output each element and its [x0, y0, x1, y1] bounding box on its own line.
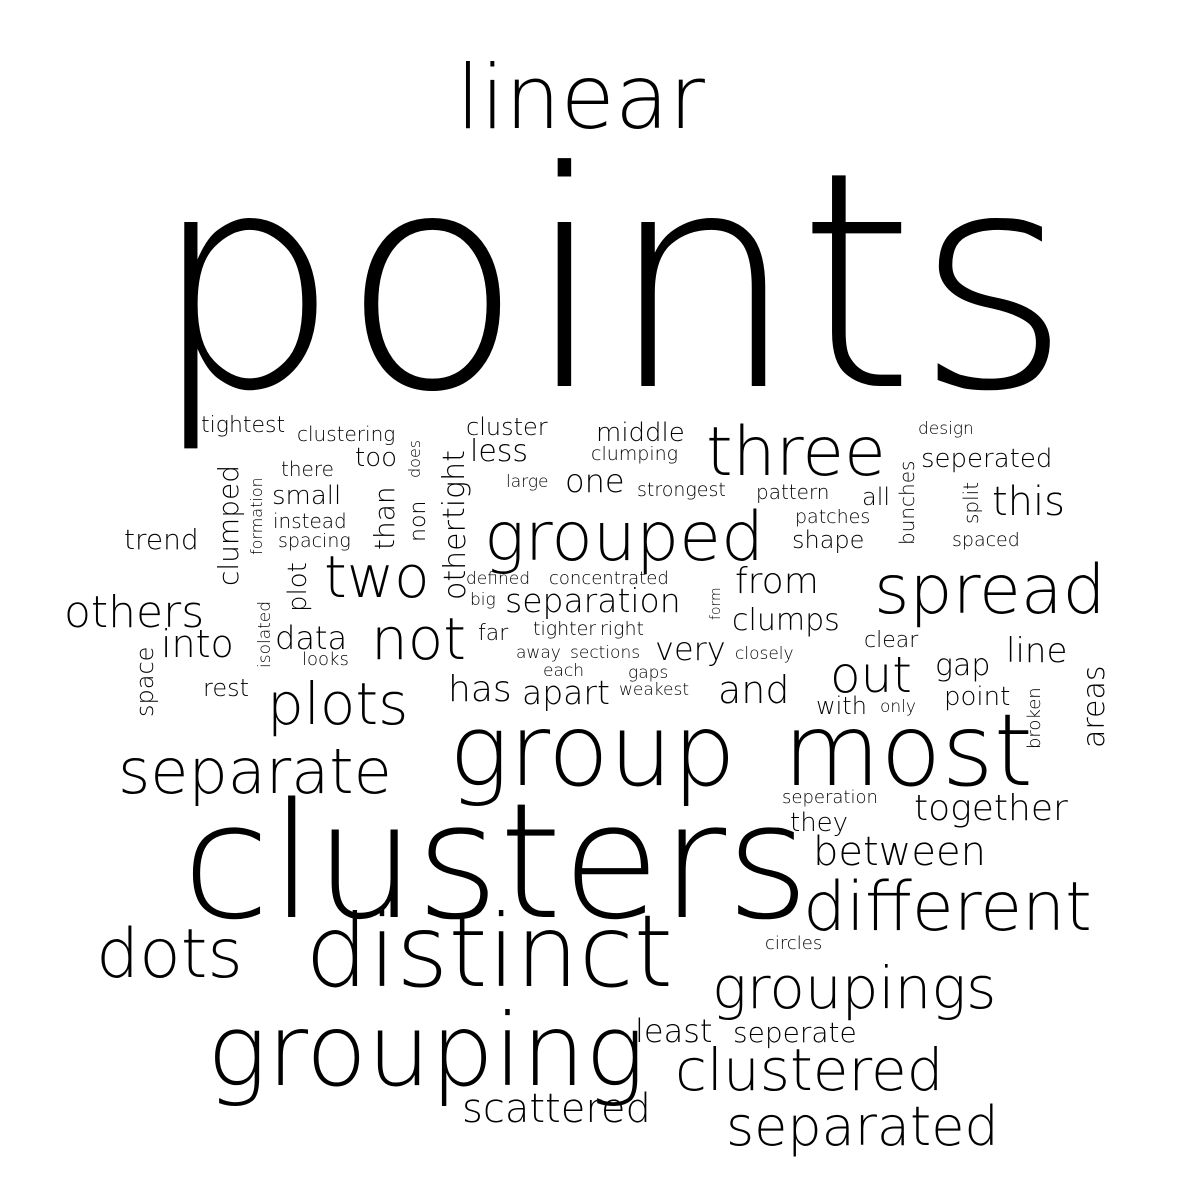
word: into	[161, 622, 234, 666]
word: gap	[935, 648, 990, 683]
word: seperated	[921, 444, 1052, 474]
word: grouped	[484, 498, 764, 577]
word: tighter	[533, 618, 596, 640]
word: seperation	[782, 787, 878, 808]
word: circles	[765, 933, 822, 954]
word: clusters	[182, 768, 810, 955]
word: has	[448, 669, 512, 710]
word: separate	[118, 735, 392, 808]
word: out	[830, 646, 912, 704]
word: pattern	[756, 480, 830, 504]
word: together	[914, 788, 1068, 829]
word: sections	[570, 643, 640, 663]
word: spaced	[952, 529, 1020, 551]
word: not	[371, 605, 466, 673]
word: than	[368, 486, 401, 550]
word: patches	[795, 506, 870, 528]
word: space	[131, 647, 159, 717]
word: other	[438, 519, 473, 600]
word: line	[1006, 631, 1067, 671]
word: clumping	[591, 443, 678, 465]
word: distinct	[305, 893, 673, 1010]
word: very	[655, 630, 726, 668]
word: bunches	[895, 461, 919, 545]
word: clustering	[297, 422, 395, 446]
word: looks	[302, 649, 349, 670]
word: clumped	[212, 465, 245, 586]
word: isolated	[255, 601, 275, 668]
word: shape	[792, 526, 864, 554]
word: point	[944, 682, 1010, 712]
word: weakest	[619, 680, 689, 700]
word: between	[813, 829, 986, 875]
word: closely	[735, 644, 794, 664]
word: points	[150, 108, 1071, 457]
word: small	[272, 481, 341, 511]
word: spacing	[278, 530, 351, 552]
word: most	[783, 692, 1033, 809]
word: far	[478, 621, 509, 646]
word: too	[355, 443, 397, 473]
word: data	[275, 619, 347, 657]
word: from	[735, 561, 819, 602]
word: only	[880, 697, 916, 717]
word: tight	[437, 450, 472, 519]
word: clear	[864, 628, 919, 653]
word: away	[516, 643, 561, 663]
word: trend	[124, 523, 199, 556]
word: concentrated	[549, 568, 669, 589]
word: groupings	[712, 954, 996, 1022]
word: spread	[874, 551, 1106, 630]
word: dots	[96, 915, 243, 994]
word: split	[959, 482, 983, 524]
word: formation	[247, 477, 266, 555]
word: large	[506, 472, 549, 492]
word: defined	[466, 569, 530, 589]
word: form	[708, 587, 724, 620]
word: broken	[1024, 687, 1045, 749]
word: apart	[522, 673, 610, 712]
word: with	[816, 692, 867, 720]
word: different	[803, 868, 1092, 947]
word: there	[281, 457, 334, 481]
word: areas	[1077, 665, 1112, 748]
word: one	[565, 462, 625, 500]
word: others	[64, 587, 204, 638]
word: plots	[267, 670, 408, 738]
word: clumps	[732, 603, 840, 638]
word: clustered	[675, 1036, 943, 1104]
word: least	[635, 1012, 712, 1050]
word: this	[992, 479, 1065, 525]
word: each	[543, 661, 584, 681]
word: separated	[726, 1095, 999, 1158]
word: gaps	[628, 663, 668, 683]
word: they	[790, 808, 848, 838]
word: two	[324, 543, 430, 611]
word: scattered	[462, 1086, 651, 1132]
word: and	[718, 668, 790, 712]
word: big	[470, 590, 496, 610]
word: all	[862, 483, 890, 511]
word: cluster	[466, 413, 548, 441]
word: middle	[596, 418, 685, 448]
word: strongest	[637, 479, 726, 501]
word: tightest	[201, 413, 285, 438]
word: three	[706, 413, 886, 492]
word: design	[918, 419, 974, 439]
word: non	[406, 501, 431, 542]
word: does	[405, 440, 424, 478]
word: less	[470, 434, 528, 469]
word: seperate	[733, 1016, 857, 1049]
word: grouping	[207, 992, 645, 1109]
word: linear	[456, 46, 706, 149]
word: right	[600, 618, 644, 640]
word: separation	[505, 581, 681, 620]
word: plot	[283, 562, 313, 612]
word: rest	[203, 674, 249, 702]
word: group	[449, 692, 736, 809]
word: instead	[273, 509, 347, 533]
